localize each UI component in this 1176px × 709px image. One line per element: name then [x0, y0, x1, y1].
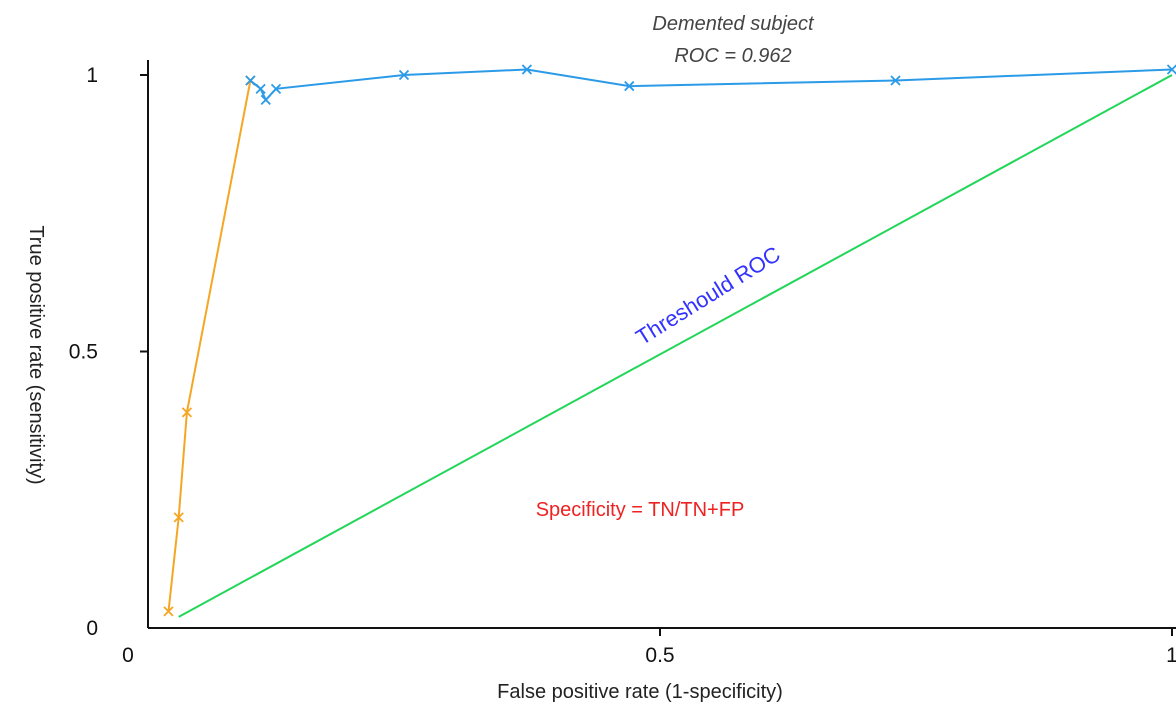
- data-point-1: [521, 64, 533, 75]
- data-point-1: [255, 83, 266, 94]
- ticks: 0 0.5 1 0 0.5 1: [69, 64, 1176, 667]
- data-point-1: [260, 94, 271, 106]
- annotation-roc-value: ROC = 0.962: [674, 45, 791, 67]
- data-point-0: [181, 407, 193, 418]
- data-point-1: [270, 83, 282, 94]
- series-layer: [163, 64, 1176, 618]
- y-axis-title: True positive rate (sensitivity): [25, 225, 47, 484]
- annotation-subject: Demented subject: [652, 13, 815, 35]
- y-tick-label: 1: [86, 64, 98, 87]
- data-point-1: [624, 80, 635, 92]
- series-line-2: [178, 74, 1173, 618]
- x-tick-label: 1: [1166, 644, 1176, 667]
- x-tick-label: 0.5: [645, 644, 674, 667]
- data-point-1: [245, 75, 256, 86]
- x-tick-label: 0: [122, 644, 134, 667]
- series-line-0: [167, 80, 252, 612]
- y-tick-label: 0.5: [69, 341, 98, 364]
- annotation-threshold-roc: Threshould ROC: [631, 241, 784, 350]
- data-point-1: [890, 75, 901, 86]
- series-line-1: [249, 68, 1173, 102]
- data-point-0: [173, 512, 184, 523]
- axes: [147, 60, 1176, 629]
- data-point-1: [398, 69, 410, 81]
- y-tick-label: 0: [86, 617, 98, 640]
- data-point-0: [163, 606, 174, 617]
- annotation-specificity: Specificity = TN/TN+FP: [536, 499, 745, 521]
- data-point-1: [1166, 64, 1176, 75]
- x-axis-title: False positive rate (1-specificity): [497, 681, 783, 703]
